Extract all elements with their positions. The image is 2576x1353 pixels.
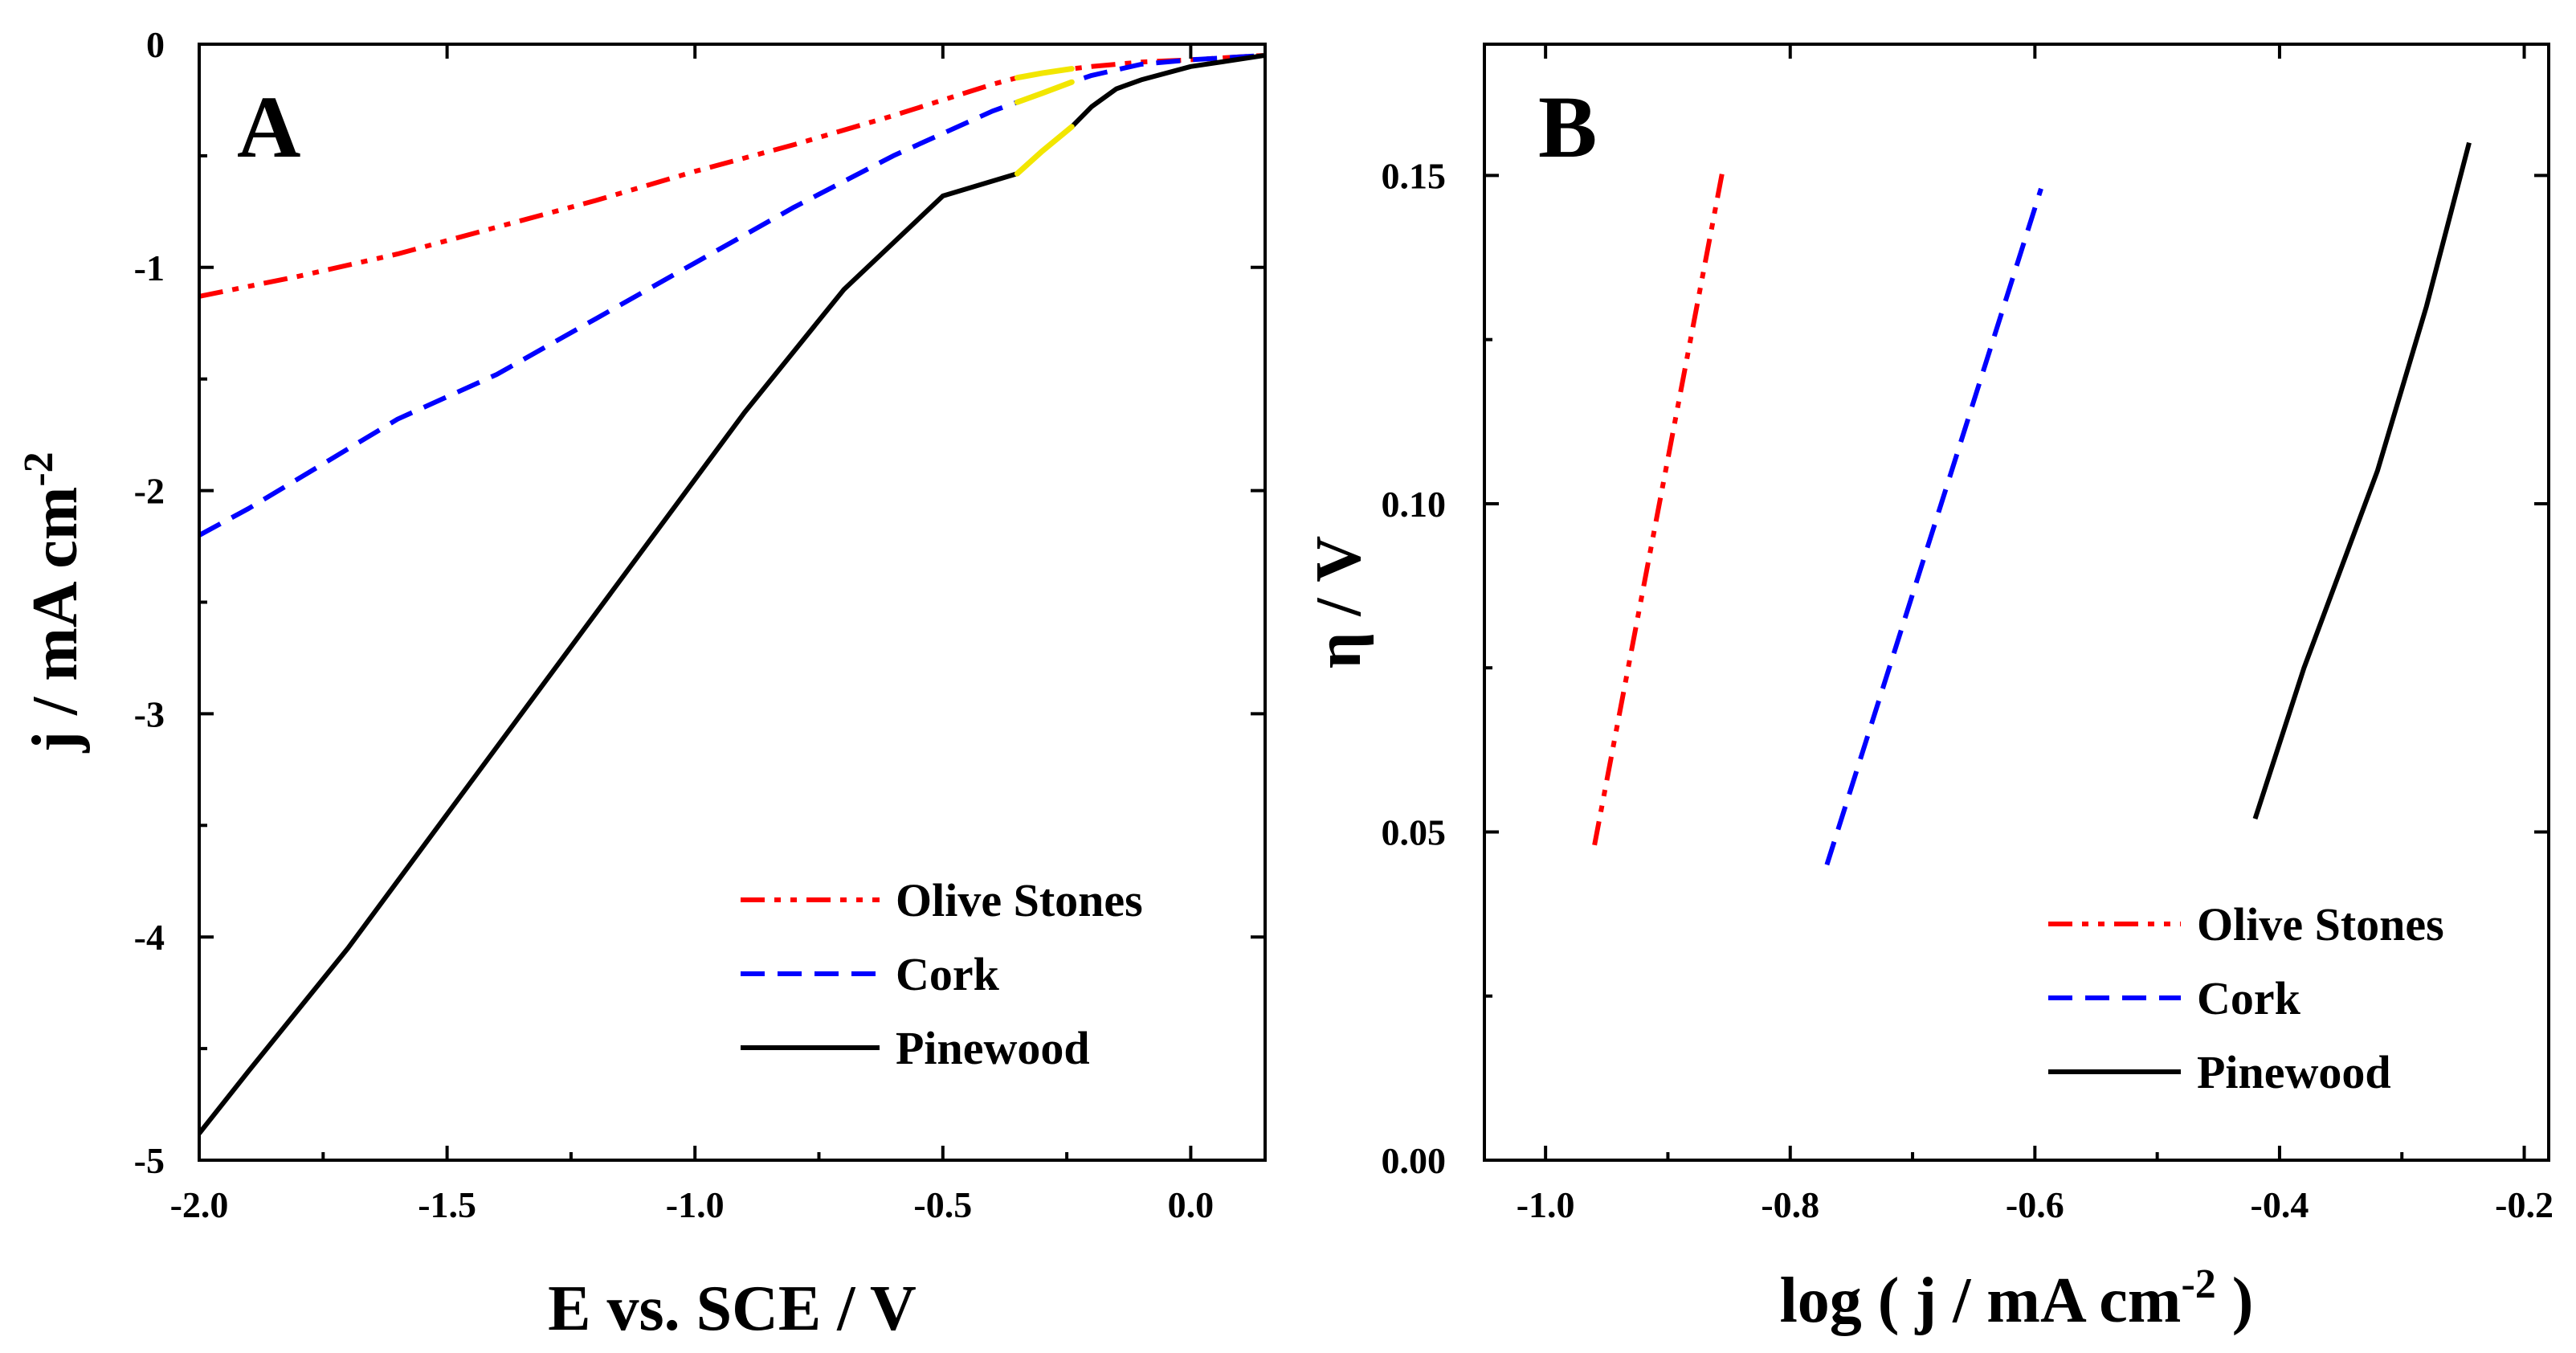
y-axis-title: j / mA cm-2 bbox=[16, 452, 91, 753]
y-tick-label: -1 bbox=[134, 247, 165, 288]
legend: Olive Stones Cork Pinewood bbox=[741, 874, 1143, 1074]
legend-label: Cork bbox=[896, 948, 1000, 1000]
y-tick-label: 0 bbox=[146, 24, 165, 65]
legend-label: Pinewood bbox=[2197, 1046, 2391, 1098]
x-tick-label: 0.0 bbox=[1168, 1184, 1215, 1225]
x-tick-label: -0.8 bbox=[1761, 1184, 1819, 1225]
y-tick-label: -4 bbox=[134, 917, 165, 958]
panel-label: A bbox=[237, 78, 300, 176]
series-line-pinewood bbox=[2252, 141, 2472, 820]
series-line-cork bbox=[199, 52, 1265, 538]
legend-label: Olive Stones bbox=[2197, 898, 2444, 950]
legend: Olive Stones Cork Pinewood bbox=[2048, 898, 2444, 1098]
x-tick-label: -2.0 bbox=[170, 1184, 229, 1225]
series-line-olive-stones bbox=[1592, 168, 1725, 846]
series-line-cork bbox=[1824, 187, 2043, 866]
y-tick-label: 0.05 bbox=[1382, 811, 1447, 852]
y-tick-label: -5 bbox=[134, 1140, 165, 1181]
plot-frame bbox=[1483, 43, 2550, 1162]
x-tick-label: -1.5 bbox=[418, 1184, 476, 1225]
panel-label: B bbox=[1538, 78, 1597, 176]
legend-label: Cork bbox=[2197, 972, 2301, 1024]
x-tick-label: -0.6 bbox=[2006, 1184, 2064, 1225]
fit-region-highlight bbox=[1014, 79, 1075, 105]
series-group bbox=[1592, 141, 2472, 866]
x-tick-label: -0.4 bbox=[2251, 1184, 2309, 1225]
y-tick-label: 0.00 bbox=[1382, 1140, 1447, 1181]
chart-panel-b: -1.0 -0.8 -0.6 -0.4 -0.2 0.00 0.05 0.10 0.15 Blog… bbox=[1304, 43, 2554, 1336]
y-tick-label: 0.10 bbox=[1382, 484, 1447, 525]
x-tick-label: -1.0 bbox=[666, 1184, 725, 1225]
x-tick-label: -1.0 bbox=[1517, 1184, 1575, 1225]
y-axis-title: η / V bbox=[1304, 536, 1374, 668]
x-axis-title: log ( j / mA cm-2 ) bbox=[1780, 1261, 2254, 1336]
series-line-olive-stones bbox=[199, 52, 1265, 299]
x-tick-label: -0.5 bbox=[913, 1184, 972, 1225]
chart-panel-a: -2.0 -1.5 -1.0 -0.5 0.0 0 -1 -2 -3 -4 -5 A E vs. SCE… bbox=[16, 24, 1267, 1344]
y-tick-label: -3 bbox=[134, 693, 165, 734]
y-tick-label: -2 bbox=[134, 471, 165, 512]
series-group bbox=[199, 52, 1265, 1135]
plot-frame bbox=[198, 43, 1267, 1162]
fit-region-highlight bbox=[1014, 124, 1075, 177]
x-axis-title: E vs. SCE / V bbox=[548, 1273, 917, 1344]
legend-label: Pinewood bbox=[896, 1022, 1090, 1074]
legend-label: Olive Stones bbox=[896, 874, 1143, 926]
fit-region-highlight bbox=[1014, 66, 1075, 81]
series-line-pinewood bbox=[199, 52, 1265, 1135]
y-tick-label: 0.15 bbox=[1382, 155, 1447, 196]
x-tick-label: -0.2 bbox=[2495, 1184, 2554, 1225]
